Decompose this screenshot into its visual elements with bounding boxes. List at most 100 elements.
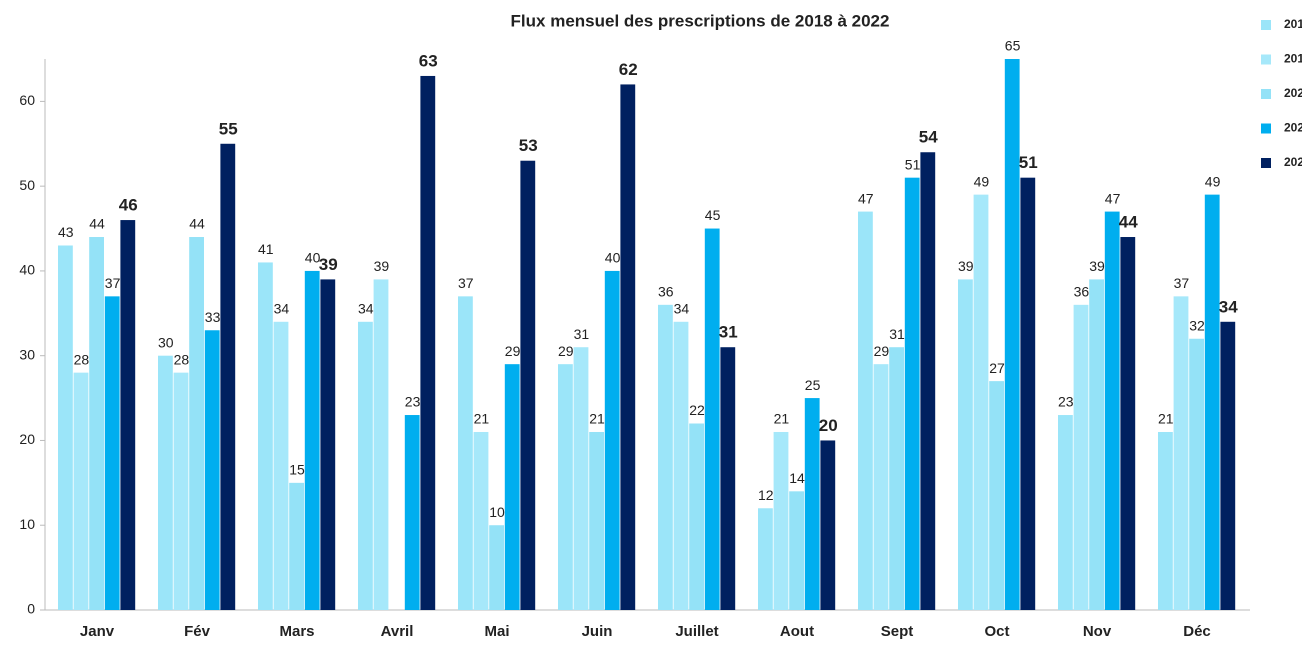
bar (220, 143, 236, 610)
value-label: 29 (874, 343, 890, 359)
bar (520, 160, 536, 610)
value-label: 40 (605, 250, 621, 266)
legend-label: 2020 (1284, 86, 1302, 100)
value-label: 41 (258, 241, 274, 257)
bar (1220, 321, 1236, 610)
bar (1004, 59, 1020, 610)
bar (820, 440, 836, 610)
value-label: 14 (789, 470, 805, 486)
value-label: 15 (289, 462, 305, 478)
value-label: 37 (105, 275, 121, 291)
y-tick-label: 60 (19, 92, 35, 108)
x-tick-label: Oct (984, 623, 1009, 640)
bar (358, 321, 373, 610)
bar (273, 321, 289, 610)
bar (104, 296, 120, 610)
legend-swatch (1261, 123, 1271, 134)
value-label: 29 (558, 343, 574, 359)
bar (1020, 177, 1036, 610)
bar (189, 237, 204, 610)
bar (958, 279, 973, 610)
legend-label: 2022 (1284, 155, 1302, 169)
bar (773, 431, 789, 610)
value-label: 31 (574, 326, 590, 342)
x-tick-label: Mars (279, 623, 314, 640)
bar (173, 372, 189, 610)
value-label: 39 (319, 255, 338, 274)
value-label: 31 (889, 326, 905, 342)
bar (620, 84, 636, 610)
value-label: 49 (1205, 173, 1221, 189)
value-label: 23 (1058, 394, 1074, 410)
bar (304, 270, 320, 610)
bar (804, 398, 820, 610)
value-label: 21 (589, 411, 605, 427)
value-label: 44 (1119, 212, 1138, 231)
x-tick-label: Fév (184, 623, 211, 640)
value-label: 25 (805, 377, 821, 393)
value-label: 28 (174, 351, 190, 367)
value-label: 36 (1074, 284, 1090, 300)
value-label: 30 (158, 334, 174, 350)
bar (1058, 415, 1073, 610)
bar (858, 211, 873, 611)
bar (158, 355, 173, 610)
bar (404, 415, 420, 610)
bar (789, 491, 804, 610)
legend-label: 2019 (1284, 52, 1302, 66)
y-tick-label: 50 (19, 177, 35, 193)
value-label: 47 (858, 190, 874, 206)
value-label: 44 (189, 216, 205, 232)
value-label: 39 (374, 258, 390, 274)
value-label: 21 (774, 411, 790, 427)
value-label: 40 (305, 250, 321, 266)
bar (573, 347, 589, 610)
bar (758, 508, 773, 610)
bar (658, 304, 673, 610)
x-tick-label: Mai (484, 623, 509, 640)
value-label: 51 (905, 156, 921, 172)
bar (889, 347, 904, 610)
x-tick-label: Sept (881, 623, 914, 640)
bar (689, 423, 704, 610)
x-tick-label: Juin (582, 623, 613, 640)
value-label: 29 (505, 343, 521, 359)
bar (504, 364, 520, 610)
value-label: 39 (1089, 258, 1105, 274)
bar (1120, 237, 1136, 610)
value-label: 54 (919, 128, 938, 147)
bar (1173, 296, 1189, 610)
value-label: 34 (1219, 297, 1238, 316)
value-label: 46 (119, 196, 138, 215)
bar (973, 194, 989, 610)
bar (473, 431, 489, 610)
bar (1204, 194, 1220, 610)
value-label: 21 (1158, 411, 1174, 427)
bar (589, 431, 604, 610)
value-label: 32 (1189, 317, 1205, 333)
x-tick-label: Aout (780, 623, 814, 640)
value-label: 37 (458, 275, 474, 291)
bar (704, 228, 720, 611)
chart-title: Flux mensuel des prescriptions de 2018 à… (511, 11, 890, 30)
value-label: 34 (358, 300, 374, 316)
value-label: 53 (519, 136, 538, 155)
bar (720, 347, 736, 610)
bar (1104, 211, 1120, 611)
bar (873, 364, 889, 610)
bar (320, 279, 336, 610)
bar (73, 372, 89, 610)
bar (289, 482, 304, 610)
value-label: 10 (489, 504, 505, 520)
bar (1073, 304, 1089, 610)
bar (458, 296, 473, 610)
legend-swatch (1261, 158, 1271, 168)
value-label: 20 (819, 416, 838, 435)
legend-label: 2018 (1284, 17, 1302, 31)
x-tick-label: Janv (80, 623, 115, 640)
value-label: 22 (689, 402, 705, 418)
bar (258, 262, 273, 610)
value-label: 44 (89, 216, 105, 232)
value-label: 47 (1105, 190, 1121, 206)
